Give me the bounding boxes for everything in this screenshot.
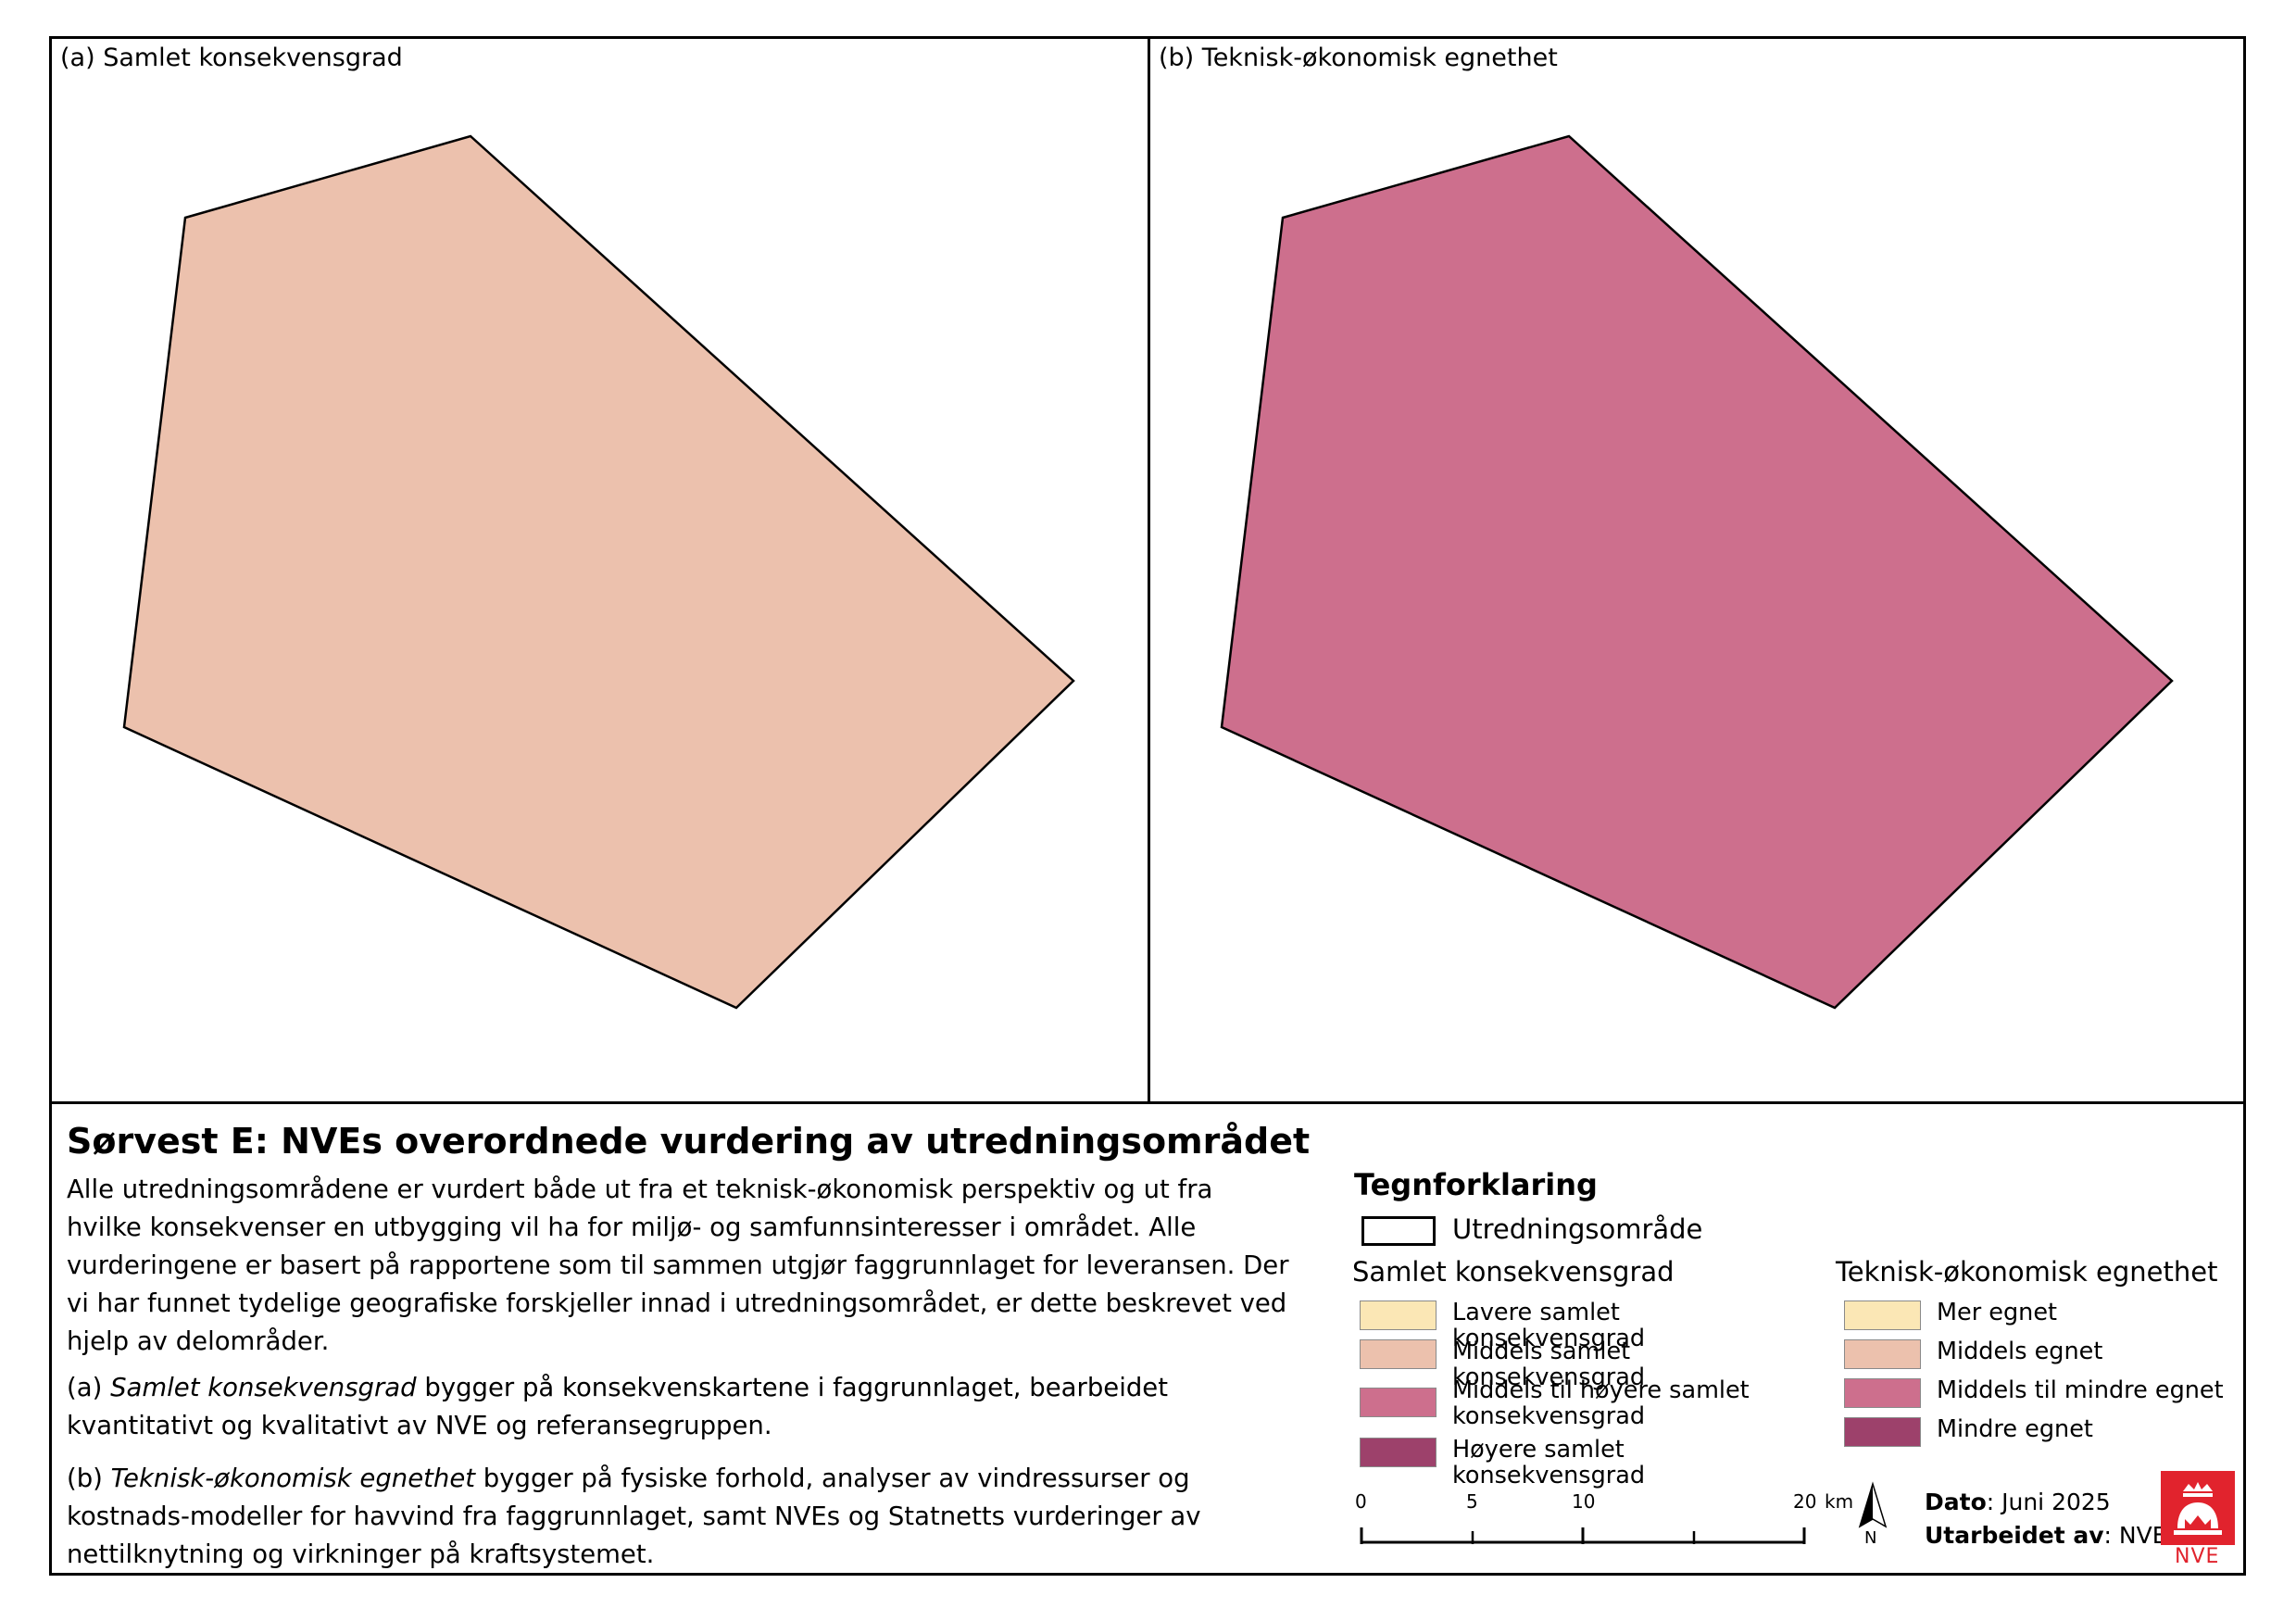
date-line: Dato: Juni 2025	[1925, 1489, 2111, 1515]
lion-crest-icon	[2174, 1482, 2222, 1535]
paragraph-a-prefix: (a)	[67, 1373, 111, 1402]
legend-label: Middels egnet	[1937, 1338, 2103, 1365]
map-a-svg	[122, 134, 1075, 1010]
logo-text: NVE	[2175, 1545, 2220, 1568]
north-label: N	[1864, 1528, 1877, 1548]
prepared-label: Utarbeidet av	[1925, 1522, 2104, 1549]
paragraph-b-term: Teknisk-økonomisk egnethet	[110, 1464, 476, 1493]
date-label: Dato	[1925, 1489, 1987, 1515]
scale-label-0: 0	[1355, 1490, 1367, 1513]
scale-label-5: 5	[1466, 1490, 1478, 1513]
legend-swatch	[1360, 1438, 1437, 1467]
scale-label-10: 10	[1572, 1490, 1596, 1513]
legend-label: Lavere samlet konsekvensgrad	[1452, 1299, 1646, 1352]
paragraph-a-term: Samlet konsekvensgrad	[110, 1373, 417, 1402]
panel-b-title: (b) Teknisk-økonomisk egnethet	[1159, 44, 1558, 72]
study-area-polygon-a[interactable]	[122, 134, 1075, 1010]
paragraph-a: (a) Samlet konsekvensgrad bygger på kons…	[67, 1369, 1289, 1445]
page-title: Sørvest E: NVEs overordnede vurdering av…	[67, 1121, 1311, 1162]
north-arrow-icon	[1858, 1481, 1888, 1528]
legend-group2-title: Teknisk-økonomisk egnethet	[1836, 1256, 2218, 1288]
legend-label: Mindre egnet	[1937, 1415, 2093, 1443]
nve-logo	[2161, 1471, 2235, 1545]
scale-unit: km	[1825, 1490, 1854, 1513]
prepared-value: : NVE	[2103, 1522, 2167, 1549]
legend-label: Middels til mindre egnet	[1937, 1376, 2224, 1404]
scale-bar	[1360, 1527, 1806, 1544]
study-area-label: Utredningsområde	[1452, 1213, 1703, 1245]
paragraph-b: (b) Teknisk-økonomisk egnethet bygger på…	[67, 1460, 1289, 1574]
paragraph-a-rest: bygger på konsekvenskartene i faggrunnla…	[67, 1373, 1168, 1440]
legend-swatch	[1844, 1301, 1921, 1330]
legend-swatch	[1844, 1339, 1921, 1369]
study-area-polygon-b[interactable]	[1220, 134, 2174, 1010]
legend-label: Høyere samlet konsekvensgrad	[1452, 1436, 1646, 1489]
map-b-svg	[1220, 134, 2174, 1010]
scale-label-20: 20	[1793, 1490, 1817, 1513]
paragraph-b-prefix: (b)	[67, 1464, 111, 1493]
legend-swatch	[1844, 1378, 1921, 1408]
legend-group1-title: Samlet konsekvensgrad	[1352, 1256, 1675, 1288]
study-area-swatch	[1361, 1216, 1436, 1246]
legend-label: Mer egnet	[1937, 1299, 2058, 1326]
panel-a-title: (a) Samlet konsekvensgrad	[60, 44, 403, 72]
paragraph-b-rest: bygger på fysiske forhold, analyser av v…	[67, 1464, 1201, 1569]
divider-line	[49, 1101, 2246, 1104]
legend-swatch	[1360, 1388, 1437, 1417]
legend-label: Middels samlet konsekvensgrad	[1452, 1338, 1646, 1391]
legend-title: Tegnforklaring	[1354, 1167, 1598, 1202]
legend-label: Middels til høyere samlet konsekvensgrad	[1452, 1376, 1750, 1430]
prepared-line: Utarbeidet av: NVE	[1925, 1522, 2167, 1549]
date-value: : Juni 2025	[1986, 1489, 2111, 1515]
legend-swatch	[1360, 1339, 1437, 1369]
map-panel-a: (a) Samlet konsekvensgrad	[49, 36, 1150, 1103]
legend-swatch	[1360, 1301, 1437, 1330]
paragraph-intro: Alle utredningsområdene er vurdert både …	[67, 1175, 1289, 1356]
legend-swatch	[1844, 1417, 1921, 1447]
map-panel-b: (b) Teknisk-økonomisk egnethet	[1148, 36, 2246, 1103]
